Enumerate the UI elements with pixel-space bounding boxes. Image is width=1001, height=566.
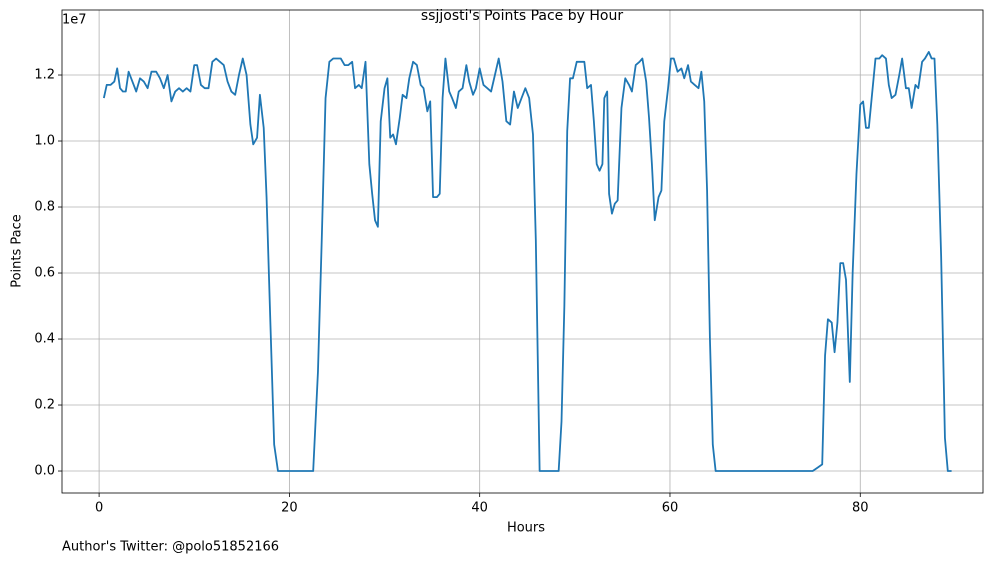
line (102, 51, 952, 472)
axes-frame (61, 9, 984, 494)
x-tick-label: 80 (852, 501, 869, 516)
y-axis-label: Points Pace (10, 214, 25, 288)
y-tick-label: 0.8 (34, 200, 55, 215)
y-tick-label: 0.4 (34, 332, 55, 347)
y-tick-label: 0.2 (34, 398, 55, 413)
x-tick-label: 40 (471, 501, 488, 516)
y-tick-label: 1.0 (34, 134, 55, 149)
chart-title: ssjjosti's Points Pace by Hour (421, 8, 623, 24)
y-tick-label: 0.6 (34, 266, 55, 281)
y-tick-label: 1.2 (34, 68, 55, 83)
x-tick-label: 0 (95, 501, 103, 516)
y-offset-label: 1e7 (62, 13, 87, 28)
footer: Author's Twitter: @polo51852166 (62, 540, 279, 555)
y-tick-label: 0.0 (34, 464, 55, 479)
x-axis-label: Hours (507, 521, 545, 536)
x-tick-label: 20 (281, 501, 298, 516)
x-tick-label: 60 (662, 501, 679, 516)
